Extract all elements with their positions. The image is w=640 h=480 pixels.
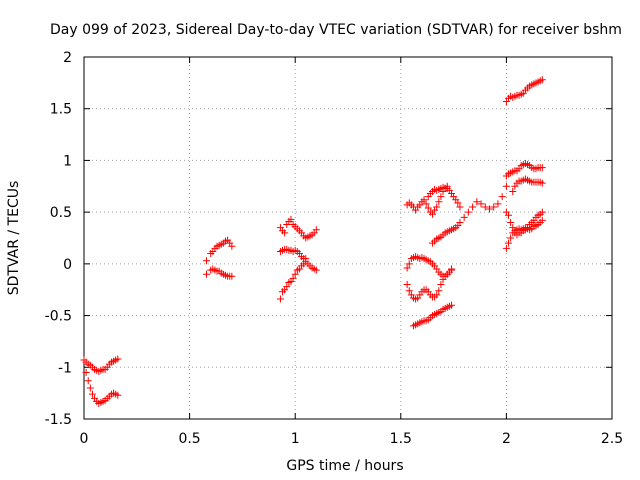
data-point	[202, 257, 210, 265]
data-point	[80, 356, 88, 364]
x-tick-labels: 0 0.5 1 1.5 2 2.5	[80, 431, 624, 447]
data-point	[538, 216, 546, 224]
data-point	[420, 196, 428, 204]
y-tick-label: 1.5	[50, 102, 72, 118]
data-point	[424, 204, 432, 212]
data-point	[509, 187, 517, 195]
data-point	[435, 198, 443, 206]
data-point	[447, 301, 455, 309]
data-point	[428, 210, 436, 218]
data-point	[281, 229, 289, 237]
data-point	[456, 203, 464, 211]
data-point	[538, 76, 546, 84]
data-point	[456, 218, 464, 226]
data-point	[481, 203, 489, 211]
data-point	[228, 272, 236, 280]
data-point	[433, 291, 441, 299]
data-point	[114, 355, 122, 363]
data-point	[538, 164, 546, 172]
points-layer	[80, 76, 546, 407]
y-tick-label: -1.5	[45, 412, 72, 428]
data-point	[447, 266, 455, 274]
data-point	[473, 198, 481, 206]
data-point	[405, 287, 413, 295]
chart-title: Day 099 of 2023, Sidereal Day-to-day VTE…	[50, 22, 622, 38]
y-tick-label: 0	[63, 257, 72, 273]
data-point	[82, 368, 90, 376]
data-point	[460, 213, 468, 221]
data-point	[312, 266, 320, 274]
data-point	[477, 200, 485, 208]
data-point	[435, 287, 443, 295]
grid-layer	[84, 57, 612, 419]
data-point	[486, 205, 494, 213]
data-point	[494, 200, 502, 208]
x-tick-label: 2	[502, 431, 511, 447]
data-point	[202, 270, 210, 278]
y-axis-title: SDTVAR / TECUs	[6, 181, 22, 296]
data-point	[312, 226, 320, 234]
data-point	[422, 200, 430, 208]
data-point	[302, 255, 310, 263]
data-point	[502, 182, 510, 190]
data-point	[291, 270, 299, 278]
data-point	[84, 377, 92, 385]
data-point	[464, 208, 472, 216]
x-tick-label: 0.5	[178, 431, 200, 447]
data-point	[405, 260, 413, 268]
data-point	[498, 193, 506, 201]
data-point	[437, 281, 445, 289]
data-point	[507, 218, 515, 226]
data-point	[300, 260, 308, 268]
data-point	[437, 193, 445, 201]
data-point	[403, 264, 411, 272]
data-point	[538, 179, 546, 187]
data-point	[469, 203, 477, 211]
x-tick-label: 1.5	[390, 431, 412, 447]
data-point	[289, 274, 297, 282]
x-tick-label: 1	[291, 431, 300, 447]
data-point	[228, 242, 236, 250]
data-point	[287, 215, 295, 223]
data-point	[454, 199, 462, 207]
data-point	[283, 283, 291, 291]
data-point	[403, 281, 411, 289]
y-tick-label: 0.5	[50, 205, 72, 221]
data-point	[433, 203, 441, 211]
y-tick-label: 2	[63, 50, 72, 66]
data-point	[88, 390, 96, 398]
y-tick-label: -0.5	[45, 309, 72, 325]
data-point	[502, 244, 510, 252]
y-tick-label: 1	[63, 153, 72, 169]
data-point	[507, 234, 515, 242]
data-point	[505, 239, 513, 247]
data-point	[276, 295, 284, 303]
data-point	[114, 391, 122, 399]
plot-frame	[83, 56, 613, 420]
tick-layer	[83, 56, 613, 420]
data-point	[505, 211, 513, 219]
x-tick-label: 0	[80, 431, 89, 447]
x-axis-title: GPS time / hours	[286, 458, 403, 474]
data-point	[490, 203, 498, 211]
data-point	[86, 384, 94, 392]
x-tick-label: 2.5	[601, 431, 623, 447]
data-point	[538, 208, 546, 216]
y-tick-label: -1	[58, 360, 72, 376]
y-tick-labels: -1.5 -1 -0.5 0 0.5 1 1.5 2	[45, 50, 72, 428]
